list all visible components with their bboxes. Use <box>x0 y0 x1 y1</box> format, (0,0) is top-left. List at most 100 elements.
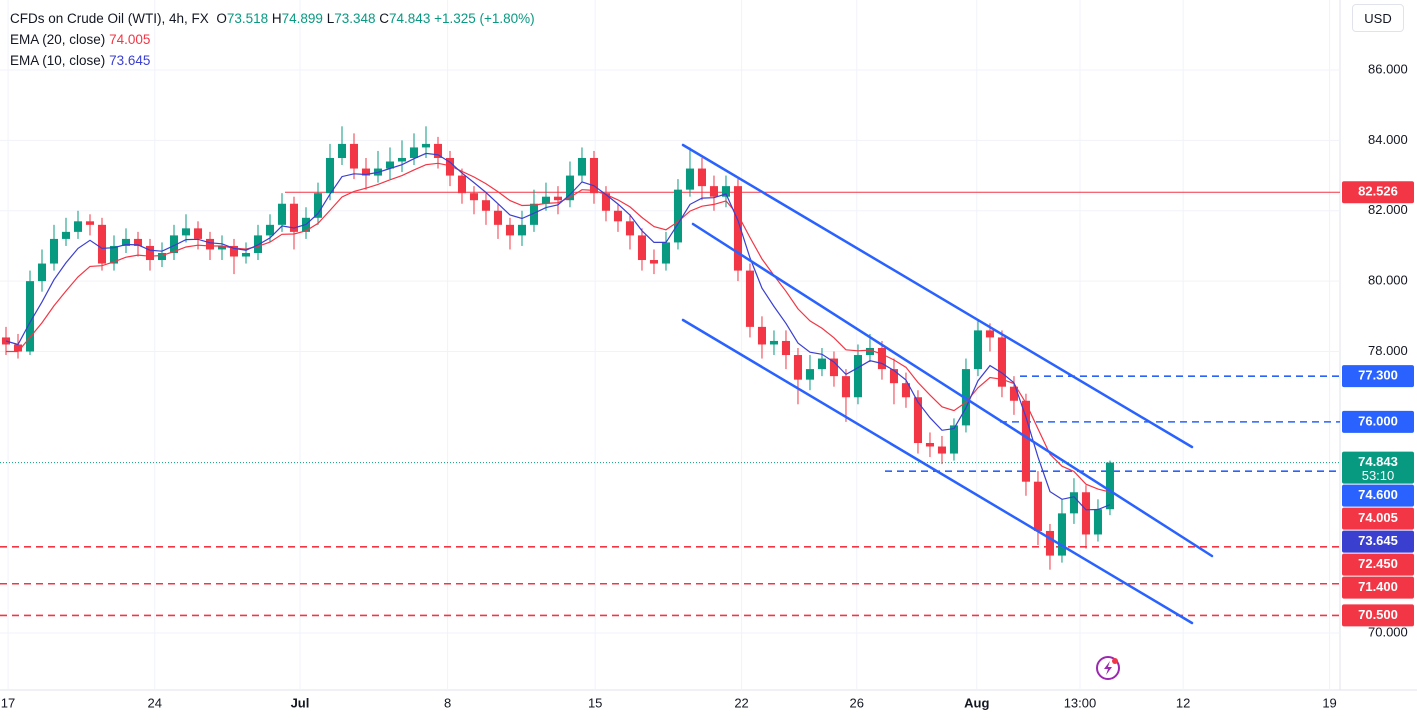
candle-body <box>973 330 982 370</box>
candle-body <box>217 245 227 250</box>
x-tick-label: 22 <box>734 695 748 710</box>
candle-body <box>709 186 718 197</box>
y-tick-label: 70.000 <box>1368 624 1408 639</box>
flash-icon[interactable] <box>1096 656 1120 680</box>
legend-value: 73.645 <box>109 53 151 68</box>
candle-body <box>853 355 862 398</box>
candle-body <box>25 281 35 352</box>
candle-body <box>541 196 551 204</box>
candle-body <box>745 270 754 327</box>
price-tag-label: 72.450 <box>1358 556 1398 571</box>
candle-body <box>1009 386 1018 401</box>
candle-body <box>385 161 395 169</box>
x-tick-label: Aug <box>964 695 989 710</box>
candle-body <box>253 235 263 253</box>
channel-upper <box>681 143 1194 449</box>
ohlc-label: L <box>326 11 335 26</box>
candle-body <box>73 221 83 232</box>
candle-body <box>817 358 826 370</box>
ema-line <box>6 162 1111 493</box>
candle-body <box>469 193 479 201</box>
candle-body <box>241 252 251 257</box>
candle-body <box>1045 530 1054 556</box>
candle-body <box>1069 492 1078 514</box>
candle-body <box>877 347 886 370</box>
x-tick-label: 15 <box>588 695 602 710</box>
candle-body <box>913 397 922 443</box>
legend-name: EMA (20, close) <box>10 32 106 47</box>
price-tag-label: 74.843 <box>1358 454 1398 469</box>
candle-body <box>793 355 802 380</box>
candle-body <box>421 143 431 148</box>
candle-body <box>613 210 623 222</box>
x-tick-label: 26 <box>850 695 864 710</box>
candle-body <box>721 186 730 197</box>
candle-body <box>601 193 611 211</box>
candle-body <box>997 337 1006 387</box>
candle-body <box>13 344 23 352</box>
ohlc-label: C <box>379 11 390 26</box>
legend-name: EMA (10, close) <box>10 53 106 68</box>
grid <box>0 0 1340 690</box>
candle-body <box>169 235 179 253</box>
candle-body <box>829 358 838 377</box>
candle-body <box>61 231 71 239</box>
candle-body <box>397 157 407 162</box>
candle-body <box>901 383 910 398</box>
price-tag <box>1342 181 1414 204</box>
ohlc-value: 73.518 <box>226 11 269 26</box>
x-tick-label: 8 <box>444 695 451 710</box>
price-tag <box>1342 451 1414 484</box>
candle-body <box>97 224 107 264</box>
change: +1.325 (+1.80%) <box>434 11 535 26</box>
candle-body <box>181 228 191 236</box>
countdown: 53:10 <box>1362 468 1395 483</box>
price-tag <box>1342 576 1414 599</box>
legend-entry[interactable]: EMA (20, close) 74.005 <box>10 29 535 50</box>
legend-value: 74.005 <box>109 32 151 47</box>
price-tag-label: 74.600 <box>1358 487 1398 502</box>
price-tag-label: 70.500 <box>1358 607 1398 622</box>
y-tick-label: 78.000 <box>1368 343 1408 358</box>
indicators <box>5 152 1111 511</box>
candle-body <box>109 245 119 264</box>
candle-body <box>313 193 323 218</box>
channel <box>681 143 1214 625</box>
price-tag <box>1342 530 1414 553</box>
price-tag-label: 71.400 <box>1358 579 1398 594</box>
price-tag-label: 74.005 <box>1358 510 1398 525</box>
legend-entry[interactable]: EMA (10, close) 73.645 <box>10 50 535 71</box>
candle-body <box>145 245 155 261</box>
x-tick-label: 12 <box>1176 695 1190 710</box>
candle-body <box>889 369 898 384</box>
candle-body <box>865 347 874 356</box>
x-tick-label: 13:00 <box>1064 695 1097 710</box>
candle-body <box>481 200 491 211</box>
candle-body <box>121 238 131 246</box>
candle-body <box>505 224 515 236</box>
ohlc-value: 73.348 <box>334 11 376 26</box>
price-tag-label: 82.526 <box>1358 184 1398 199</box>
candle-body <box>265 224 275 236</box>
y-tick-label: 86.000 <box>1368 61 1408 76</box>
ohlc-label: O <box>216 11 227 26</box>
candle-body <box>637 235 647 261</box>
currency-button[interactable]: USD <box>1352 4 1404 32</box>
flash-ring <box>1096 656 1120 680</box>
candle-body <box>517 224 527 236</box>
price-tag-label: 76.000 <box>1358 413 1398 428</box>
candle-body <box>733 186 742 271</box>
price-tag-label: 73.645 <box>1358 533 1398 548</box>
channel-middle <box>691 222 1214 558</box>
candle-body <box>661 242 670 264</box>
candle-body <box>949 425 958 454</box>
candle-body <box>157 252 167 261</box>
candle-body <box>1033 481 1042 531</box>
candle-body <box>1 337 11 345</box>
candle-body <box>553 196 563 201</box>
candle-body <box>805 369 814 380</box>
candle-body <box>577 157 587 176</box>
